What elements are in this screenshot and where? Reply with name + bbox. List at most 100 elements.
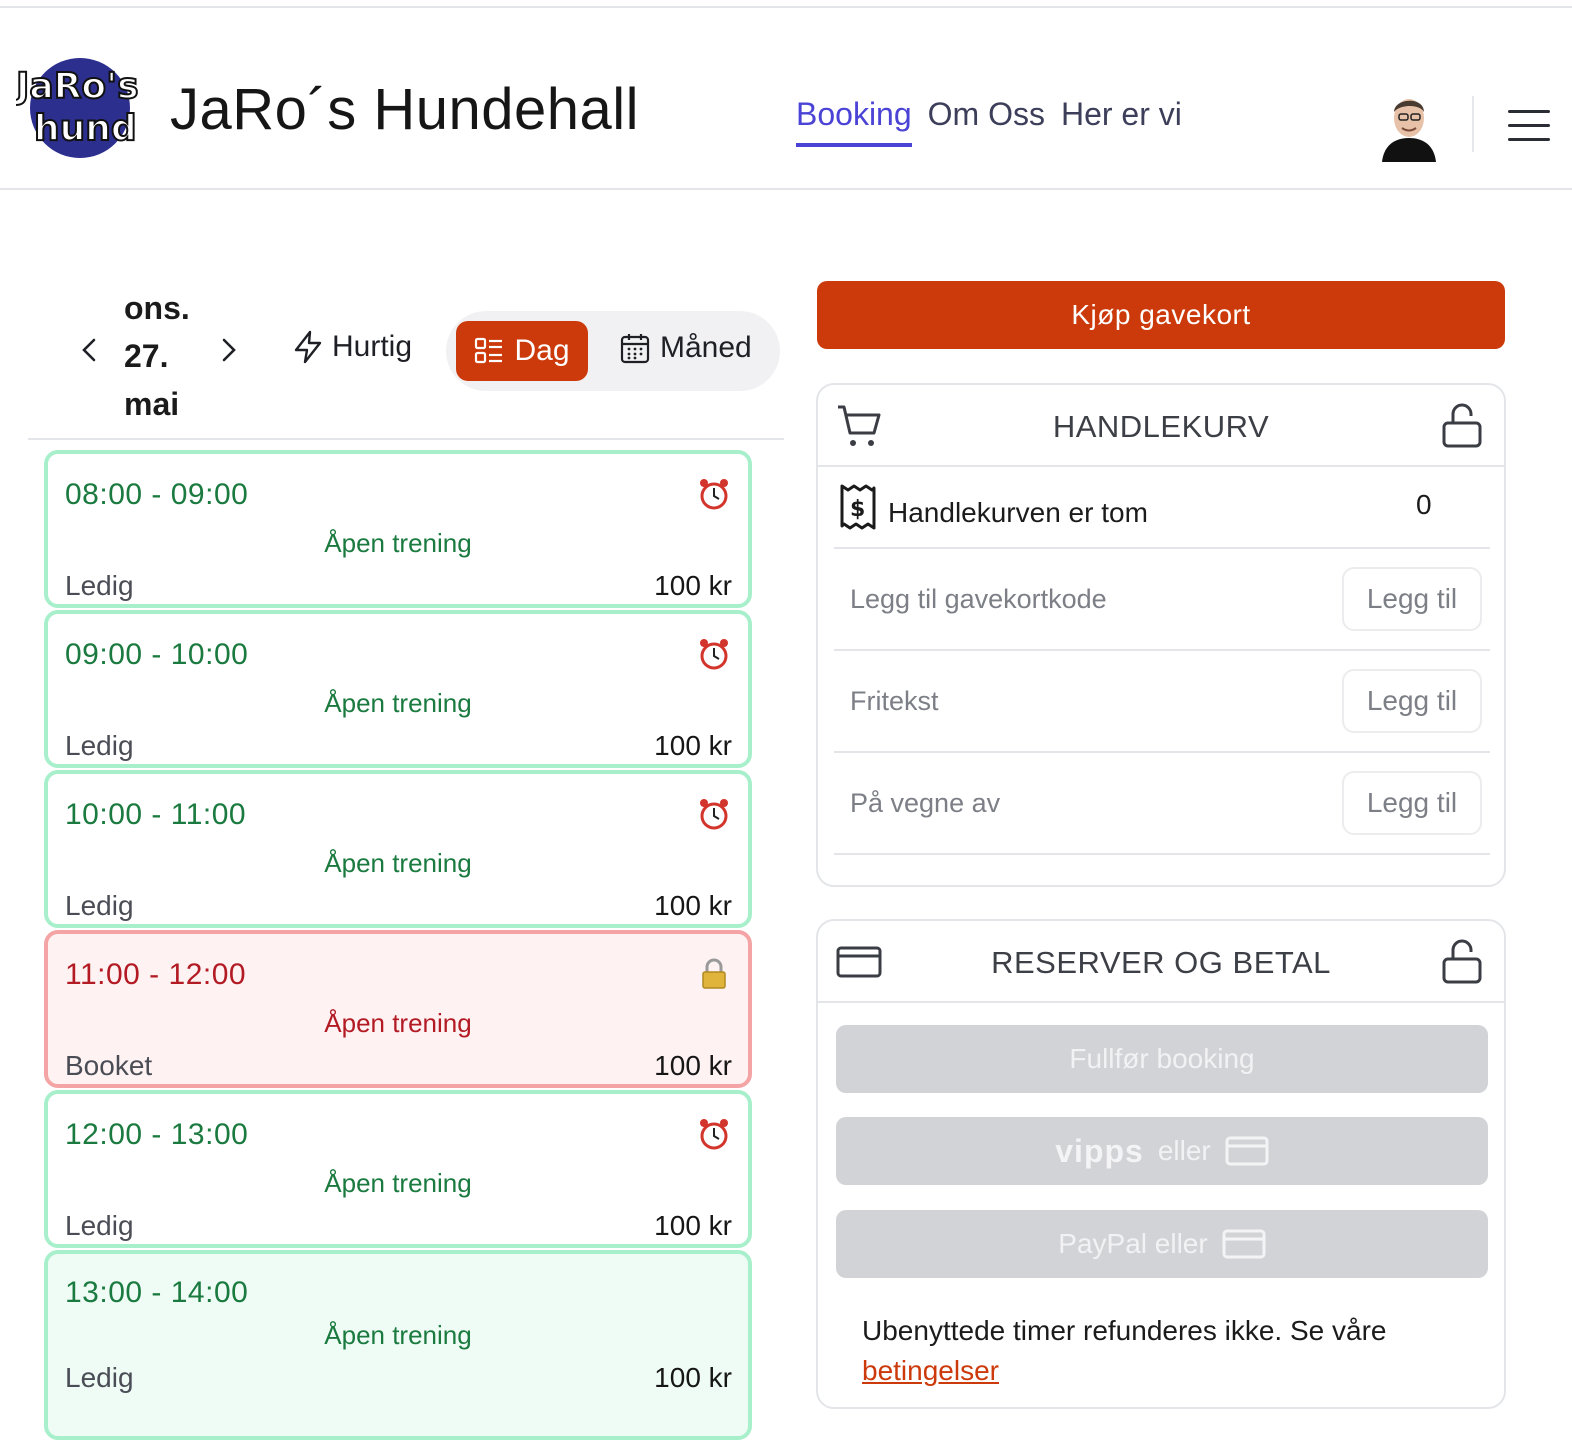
time-slot[interactable]: 12:00 - 13:00 Åpen trening Ledig 100 kr — [44, 1090, 752, 1248]
paypal-label: PayPal eller — [1058, 1228, 1208, 1259]
site-title: JaRo´s Hundehall — [170, 77, 640, 142]
cart-panel: HANDLEKURV $ Handlekurven er tom 0 Legg … — [816, 383, 1506, 887]
gift-code-row: Legg til — [834, 549, 1490, 651]
month-view-label: Måned — [660, 331, 752, 364]
add-gift-code-button[interactable]: Legg til — [1342, 567, 1482, 631]
month-view-button[interactable]: Måned — [620, 331, 752, 365]
slot-price: 100 kr — [654, 1210, 732, 1241]
slot-time: 12:00 - 13:00 — [65, 1118, 249, 1151]
slot-activity: Åpen trening — [324, 1168, 472, 1198]
complete-booking-button[interactable]: Fullfør booking — [836, 1025, 1488, 1093]
payment-panel: RESERVER OG BETAL Fullfør booking vipps … — [816, 919, 1506, 1409]
nav-her-er-vi[interactable]: Her er vi — [1060, 96, 1182, 132]
buy-gift-card-button[interactable]: Kjøp gavekort — [817, 281, 1505, 349]
quick-view-button[interactable]: Hurtig — [292, 330, 412, 364]
unlock-icon[interactable] — [1440, 401, 1484, 449]
slot-time: 08:00 - 09:00 — [65, 478, 249, 511]
slot-price: 100 kr — [654, 890, 732, 921]
terms-notice: Ubenyttede timer refunderes ikke. Se vår… — [862, 1311, 1462, 1391]
slot-activity: Åpen trening — [324, 528, 472, 558]
unlock-icon[interactable] — [1440, 937, 1484, 985]
logo[interactable]: JaRo's hund — [16, 54, 142, 160]
slot-activity: Åpen trening — [324, 1320, 472, 1350]
terms-text: Ubenyttede timer refunderes ikke. Se vår… — [862, 1315, 1387, 1346]
toolbar-divider — [28, 438, 784, 440]
cart-empty-row: $ Handlekurven er tom 0 — [834, 467, 1490, 549]
credit-card-icon — [1225, 1136, 1269, 1166]
slot-activity: Åpen trening — [324, 1008, 472, 1038]
vipps-pay-button[interactable]: vipps eller — [836, 1117, 1488, 1185]
svg-text:$: $ — [850, 497, 865, 522]
nav-booking[interactable]: Booking — [796, 96, 912, 147]
time-slot[interactable]: 09:00 - 10:00 Åpen trening Ledig 100 kr — [44, 610, 752, 768]
day-view-label: Dag — [514, 334, 570, 367]
vipps-logo: vipps — [1055, 1132, 1144, 1169]
slot-activity: Åpen trening — [324, 688, 472, 718]
slot-time: 13:00 - 14:00 — [65, 1276, 249, 1309]
header-divider — [1472, 96, 1474, 152]
top-border — [0, 6, 1572, 8]
quick-view-label: Hurtig — [332, 330, 413, 363]
shopping-cart-icon — [838, 405, 881, 446]
add-on-behalf-button[interactable]: Legg til — [1342, 771, 1482, 835]
cart-empty-text: Handlekurven er tom — [888, 497, 1148, 528]
alarm-clock-icon — [700, 1119, 728, 1150]
alarm-clock-icon — [700, 479, 728, 510]
chevron-left-icon[interactable] — [78, 336, 102, 364]
receipt-icon: $ — [840, 484, 876, 530]
date-month: mai — [124, 386, 180, 422]
alarm-clock-icon — [700, 799, 728, 830]
credit-card-icon — [836, 946, 882, 978]
nav-om-oss[interactable]: Om Oss — [927, 96, 1045, 132]
slot-status: Ledig — [65, 1362, 134, 1393]
cart-title: HANDLEKURV — [1052, 409, 1270, 444]
free-text-input[interactable] — [834, 671, 1324, 731]
slot-status: Ledig — [65, 730, 134, 761]
hamburger-menu-icon[interactable] — [1508, 110, 1550, 144]
free-text-row: Legg til — [834, 651, 1490, 753]
on-behalf-input[interactable] — [834, 773, 1324, 833]
padlock-icon — [702, 958, 726, 989]
slot-price: 100 kr — [654, 1050, 732, 1081]
add-free-text-button[interactable]: Legg til — [1342, 669, 1482, 733]
time-slot-booked[interactable]: 11:00 - 12:00 Åpen trening Booket 100 kr — [44, 930, 752, 1088]
avatar[interactable] — [1378, 92, 1440, 162]
alarm-clock-icon — [700, 639, 728, 670]
slot-price: 100 kr — [654, 730, 732, 761]
lightning-icon — [294, 330, 322, 364]
slot-price: 100 kr — [654, 570, 732, 601]
gift-code-input[interactable] — [834, 569, 1324, 629]
slot-list: 08:00 - 09:00 Åpen trening Ledig 100 kr … — [44, 450, 752, 1442]
site-header: JaRo's hund JaRo´s Hundehall Booking Om … — [0, 8, 1572, 190]
credit-card-icon — [1222, 1229, 1266, 1259]
slot-status: Ledig — [65, 1210, 134, 1241]
main-nav: Booking Om Oss Her er vi — [796, 96, 1182, 147]
date-weekday: ons. — [124, 290, 190, 326]
slot-time: 11:00 - 12:00 — [65, 958, 247, 991]
cart-header: HANDLEKURV — [818, 385, 1504, 467]
terms-link[interactable]: betingelser — [862, 1355, 999, 1386]
time-slot[interactable]: 10:00 - 11:00 Åpen trening Ledig 100 kr — [44, 770, 752, 928]
cart-count: 0 — [1416, 489, 1432, 520]
on-behalf-row: Legg til — [834, 753, 1490, 855]
slot-time: 10:00 - 11:00 — [65, 798, 247, 831]
paypal-pay-button[interactable]: PayPal eller — [836, 1210, 1488, 1278]
calendar-icon — [620, 334, 650, 364]
current-date: ons. 27. mai — [124, 284, 190, 428]
vipps-or-label: eller — [1157, 1135, 1211, 1166]
slot-activity: Åpen trening — [324, 848, 472, 878]
time-slot[interactable]: 13:00 - 14:00 Åpen trening Ledig 100 kr — [44, 1250, 752, 1440]
payment-header: RESERVER OG BETAL — [818, 921, 1504, 1003]
logo-text-top: JaRo's — [16, 66, 139, 107]
day-view-button[interactable]: Dag — [456, 321, 588, 381]
payment-title: RESERVER OG BETAL — [991, 945, 1331, 980]
slot-time: 09:00 - 10:00 — [65, 638, 249, 671]
logo-text-bottom: hund — [34, 108, 137, 149]
slot-status: Ledig — [65, 890, 134, 921]
list-view-icon — [475, 337, 503, 364]
chevron-right-icon[interactable] — [216, 336, 240, 364]
time-slot[interactable]: 08:00 - 09:00 Åpen trening Ledig 100 kr — [44, 450, 752, 608]
slot-status: Ledig — [65, 570, 134, 601]
slot-price: 100 kr — [654, 1362, 732, 1393]
date-day: 27. — [124, 338, 169, 374]
